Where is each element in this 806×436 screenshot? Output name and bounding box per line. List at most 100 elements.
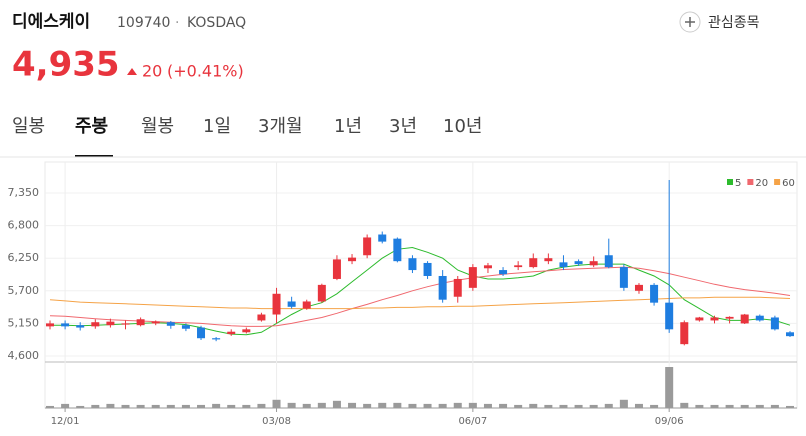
candle-body — [393, 238, 402, 262]
legend-label: 60 — [782, 178, 795, 189]
plus-icon — [685, 17, 695, 27]
volume-bar — [212, 403, 221, 408]
legend-swatch — [774, 179, 781, 185]
volume-bar — [106, 403, 115, 408]
tab[interactable]: 3개월 — [258, 116, 303, 137]
y-tick-label: 6,800 — [8, 219, 40, 232]
volume-bar — [438, 403, 447, 408]
volume-bar — [181, 404, 190, 408]
watch-button[interactable]: 관심종목 — [679, 11, 760, 33]
candle-body — [287, 301, 296, 307]
y-tick-label: 7,350 — [8, 186, 40, 199]
candle-body — [544, 258, 553, 262]
volume-bar — [302, 403, 311, 408]
moving-average-line — [49, 266, 791, 327]
candle-body — [770, 317, 779, 330]
candle-body — [483, 265, 492, 269]
candle-body — [453, 278, 462, 297]
candle-body — [197, 327, 206, 339]
candle-body — [136, 319, 145, 326]
volume-bar — [650, 404, 659, 408]
x-tick-label: 03/08 — [262, 416, 291, 427]
candle-body — [378, 234, 387, 242]
volume-bar — [770, 404, 779, 408]
volume-bar — [423, 403, 432, 408]
volume-bar — [514, 404, 523, 408]
candle-body — [91, 322, 100, 327]
candle-body — [46, 323, 54, 327]
moving-average-line — [49, 296, 791, 310]
market: KOSDAQ — [187, 15, 246, 31]
volume-bar — [634, 403, 643, 408]
separator: · — [175, 15, 179, 31]
volume-bar — [121, 404, 130, 408]
tabs: 일봉 주봉 월봉 1일 3개월 1년 3년 10년 — [12, 116, 482, 157]
x-tick-label: 06/07 — [458, 416, 487, 427]
volume-bar — [740, 404, 749, 408]
candle-body — [438, 275, 447, 300]
candle-body — [695, 317, 704, 321]
candle-body — [755, 315, 764, 321]
y-tick-label: 6,250 — [8, 251, 40, 264]
volume-bar — [272, 399, 281, 408]
price: 4,935 — [12, 45, 120, 85]
volume-bar — [574, 404, 583, 408]
candle-body — [348, 257, 357, 262]
volume-bar — [287, 402, 296, 408]
legend-label: 20 — [755, 178, 768, 189]
tab[interactable]: 1년 — [334, 116, 362, 137]
volume-bar — [348, 402, 357, 408]
volume-bar — [197, 404, 206, 408]
legend-label: 5 — [735, 178, 741, 189]
candle-body — [650, 284, 659, 303]
candle-body — [468, 267, 477, 288]
candle-body — [317, 284, 326, 302]
volume-bar — [680, 402, 689, 408]
volume-bar — [468, 402, 477, 408]
tab[interactable]: 1일 — [203, 116, 231, 137]
tab[interactable]: 일봉 — [12, 116, 45, 137]
candle-body — [604, 255, 613, 268]
candle-body — [665, 302, 674, 330]
candle-body — [302, 301, 311, 309]
candle-body — [227, 331, 236, 335]
candle-body — [212, 338, 221, 340]
tab[interactable]: 10년 — [443, 116, 482, 137]
volume-bar — [529, 403, 538, 408]
candle-body — [121, 323, 130, 325]
volume-bar — [544, 404, 553, 408]
volume-bar — [317, 402, 326, 408]
volume-bar — [242, 404, 251, 408]
candle-body — [619, 267, 628, 288]
volume-bar — [483, 403, 492, 408]
candle-body — [710, 317, 719, 321]
y-tick-label: 5,700 — [8, 284, 40, 297]
tab[interactable]: 주봉 — [75, 116, 108, 137]
volume-bar — [76, 405, 85, 408]
change-pct: (+0.41%) — [167, 62, 244, 81]
volume-bar — [619, 399, 628, 408]
y-tick-label: 5,150 — [8, 316, 40, 329]
up-arrow — [127, 68, 137, 75]
volume-bar — [408, 403, 417, 408]
volume-bar — [227, 404, 236, 408]
volume-bar — [166, 404, 175, 408]
candle-body — [634, 284, 643, 291]
candle-body — [242, 329, 251, 333]
volume-bar — [378, 402, 387, 408]
candle-body — [181, 325, 190, 329]
legend-swatch — [747, 179, 754, 185]
volume-bar — [363, 403, 372, 408]
volume-bar — [725, 404, 734, 408]
candle-body — [574, 261, 583, 265]
candle-body — [76, 325, 85, 328]
x-tick-label: 12/01 — [51, 416, 80, 427]
volume-bar — [589, 404, 598, 408]
y-tick-label: 4,600 — [8, 349, 40, 362]
tab[interactable]: 3년 — [389, 116, 417, 137]
volume-bar — [257, 403, 266, 408]
tab[interactable]: 월봉 — [141, 116, 174, 137]
candle-body — [166, 322, 175, 326]
